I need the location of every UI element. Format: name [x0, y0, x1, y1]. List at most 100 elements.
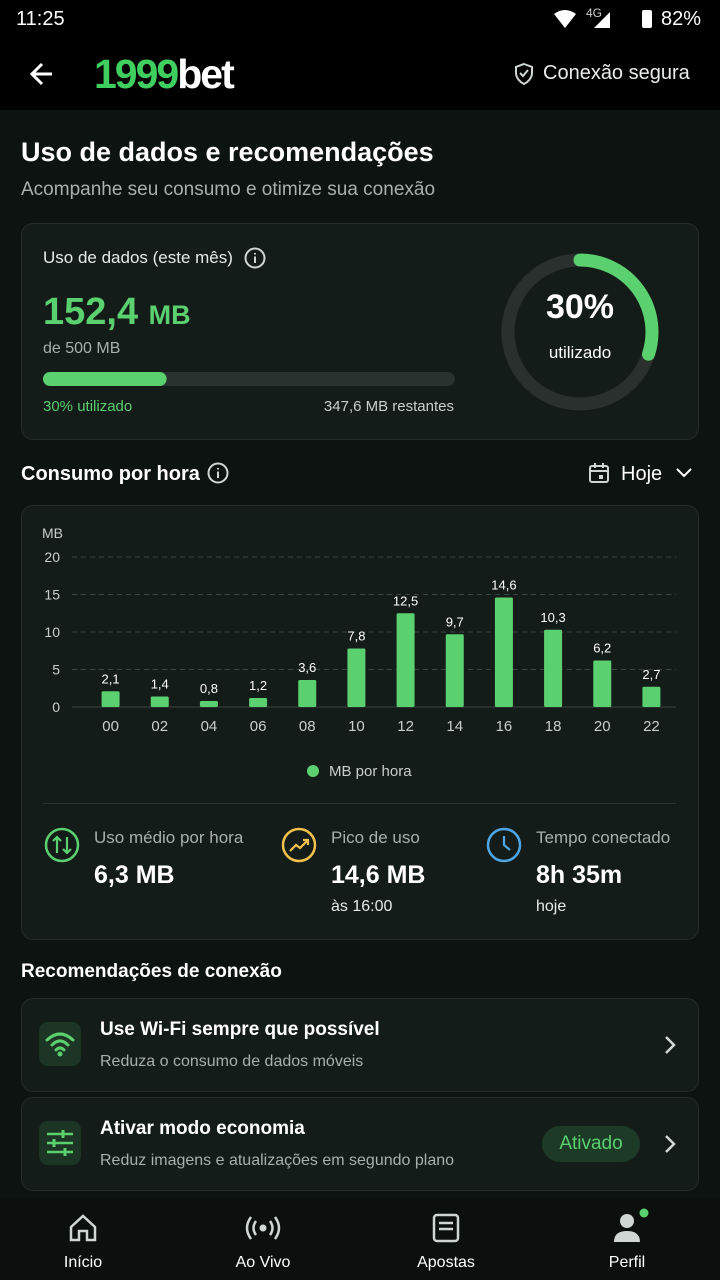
- recommendation-title: Ativar modo economia: [100, 1118, 305, 1139]
- divider: [43, 803, 676, 804]
- back-button[interactable]: [28, 60, 56, 88]
- status-badge: Ativado: [542, 1126, 640, 1162]
- x-tick-label: 12: [397, 718, 414, 735]
- shield-icon: [515, 62, 533, 86]
- top-bar: [0, 0, 720, 110]
- stat-note: às 16:00: [331, 898, 393, 915]
- value-label: 2,7: [642, 667, 660, 682]
- info-icon[interactable]: [244, 247, 266, 269]
- status-time: 11:25: [16, 8, 65, 30]
- hourly-title: Consumo por hora: [21, 463, 200, 485]
- recommendation-description: Reduza o consumo de dados móveis: [100, 1053, 364, 1070]
- profile-icon[interactable]: [611, 1206, 651, 1244]
- wifi-icon: [45, 1032, 75, 1057]
- x-tick-label: 22: [643, 718, 660, 735]
- battery-icon: [642, 10, 652, 28]
- bar: [544, 629, 563, 707]
- amount: 152,4: [43, 291, 139, 333]
- stat-icon: [44, 827, 80, 863]
- bets-icon[interactable]: [431, 1212, 461, 1244]
- progress-fill: [43, 372, 167, 386]
- x-tick-label: 16: [496, 718, 513, 735]
- y-tick-label: 15: [44, 587, 60, 603]
- progress: [43, 372, 455, 386]
- status-network: 4G: [586, 6, 603, 20]
- live-icon[interactable]: [245, 1212, 281, 1244]
- stat-icon: [281, 827, 317, 863]
- nav-label[interactable]: Apostas: [417, 1254, 475, 1271]
- logo: 1999bet: [94, 51, 235, 97]
- stat-value: 6,3 MB: [94, 861, 175, 889]
- chevron-right[interactable]: [660, 1034, 680, 1056]
- status-battery: 82%: [661, 8, 702, 30]
- recommendations-title: Recomendações de conexão: [21, 961, 282, 982]
- home-icon[interactable]: [67, 1212, 99, 1244]
- value-label: 7,8: [347, 629, 365, 644]
- page-subtitle: Acompanhe seu consumo e otimize sua cone…: [21, 179, 436, 200]
- remaining: 347,6 MB restantes: [323, 398, 454, 415]
- recommendation-title: Use Wi-Fi sempre que possível: [100, 1019, 380, 1040]
- bar: [298, 680, 317, 707]
- nav-label[interactable]: Ao Vivo: [235, 1254, 291, 1271]
- y-tick-label: 10: [44, 624, 60, 640]
- sliders-icon: [47, 1130, 73, 1156]
- info-icon[interactable]: [207, 462, 229, 484]
- stat-label: Pico de uso: [331, 828, 420, 847]
- x-tick-label: 14: [446, 718, 463, 735]
- value-label: 10,3: [540, 610, 565, 625]
- x-tick-label: 04: [201, 718, 218, 735]
- bar: [396, 613, 415, 707]
- x-tick-label: 10: [348, 718, 365, 735]
- stat-label: Tempo conectado: [536, 828, 671, 847]
- status-icons: [554, 10, 610, 28]
- value-label: 9,7: [446, 614, 464, 629]
- chevron-right[interactable]: [660, 1133, 680, 1155]
- usage-label: Uso de dados (este mês): [43, 248, 233, 267]
- y-tick-label: 20: [44, 549, 60, 565]
- usage-ring: 30% utilizado: [501, 253, 659, 411]
- period-select[interactable]: Hoje: [621, 463, 663, 485]
- calendar-icon[interactable]: [588, 462, 610, 484]
- x-tick-label: 20: [594, 718, 611, 735]
- value-label: 3,6: [298, 660, 316, 675]
- value-label: 2,1: [102, 671, 120, 686]
- stat-value: 14,6 MB: [331, 861, 426, 889]
- usage-amount: 152,4 MB: [43, 293, 191, 331]
- bar: [249, 698, 268, 707]
- nav-label[interactable]: Perfil: [608, 1254, 646, 1271]
- bar: [150, 696, 169, 707]
- legend-swatch: [307, 765, 319, 777]
- x-tick-label: 00: [102, 718, 119, 735]
- recommendation-card[interactable]: [21, 998, 699, 1092]
- used-label: 30% utilizado: [43, 398, 133, 415]
- x-tick-label: 18: [545, 718, 562, 735]
- value-label: 0,8: [200, 681, 218, 696]
- ring-arc: [573, 253, 659, 361]
- stat-value: 8h 35m: [536, 861, 623, 889]
- y-axis-label: MB: [42, 525, 63, 541]
- secure-label: Conexão segura: [543, 62, 690, 84]
- bar: [593, 660, 612, 707]
- bar: [445, 634, 464, 707]
- value-label: 14,6: [491, 578, 516, 593]
- value-label: 1,4: [151, 677, 169, 692]
- bar: [347, 648, 366, 707]
- chart: MB 0 5 10 15 20 00 02 04 06 08 10 12 14 16 18 20 22 2,1 1,…: [42, 525, 676, 780]
- stat-label: Uso médio por hora: [94, 828, 244, 847]
- stat-note: hoje: [536, 898, 567, 915]
- logo-text: bet: [177, 51, 234, 97]
- bar: [199, 701, 218, 707]
- bar: [494, 597, 513, 707]
- nav-label[interactable]: Início: [63, 1254, 103, 1271]
- unit: MB: [148, 300, 191, 330]
- ring-label: utilizado: [549, 343, 611, 362]
- y-tick-label: 0: [52, 699, 60, 715]
- logo-number: 1999: [94, 51, 179, 97]
- stat-icon: [486, 827, 522, 863]
- bar: [101, 691, 120, 707]
- ring-value: 30%: [546, 288, 614, 326]
- chevron-down[interactable]: [675, 464, 693, 482]
- bar: [642, 686, 661, 707]
- usage-total: de 500 MB: [43, 340, 121, 357]
- y-tick-label: 5: [52, 662, 60, 678]
